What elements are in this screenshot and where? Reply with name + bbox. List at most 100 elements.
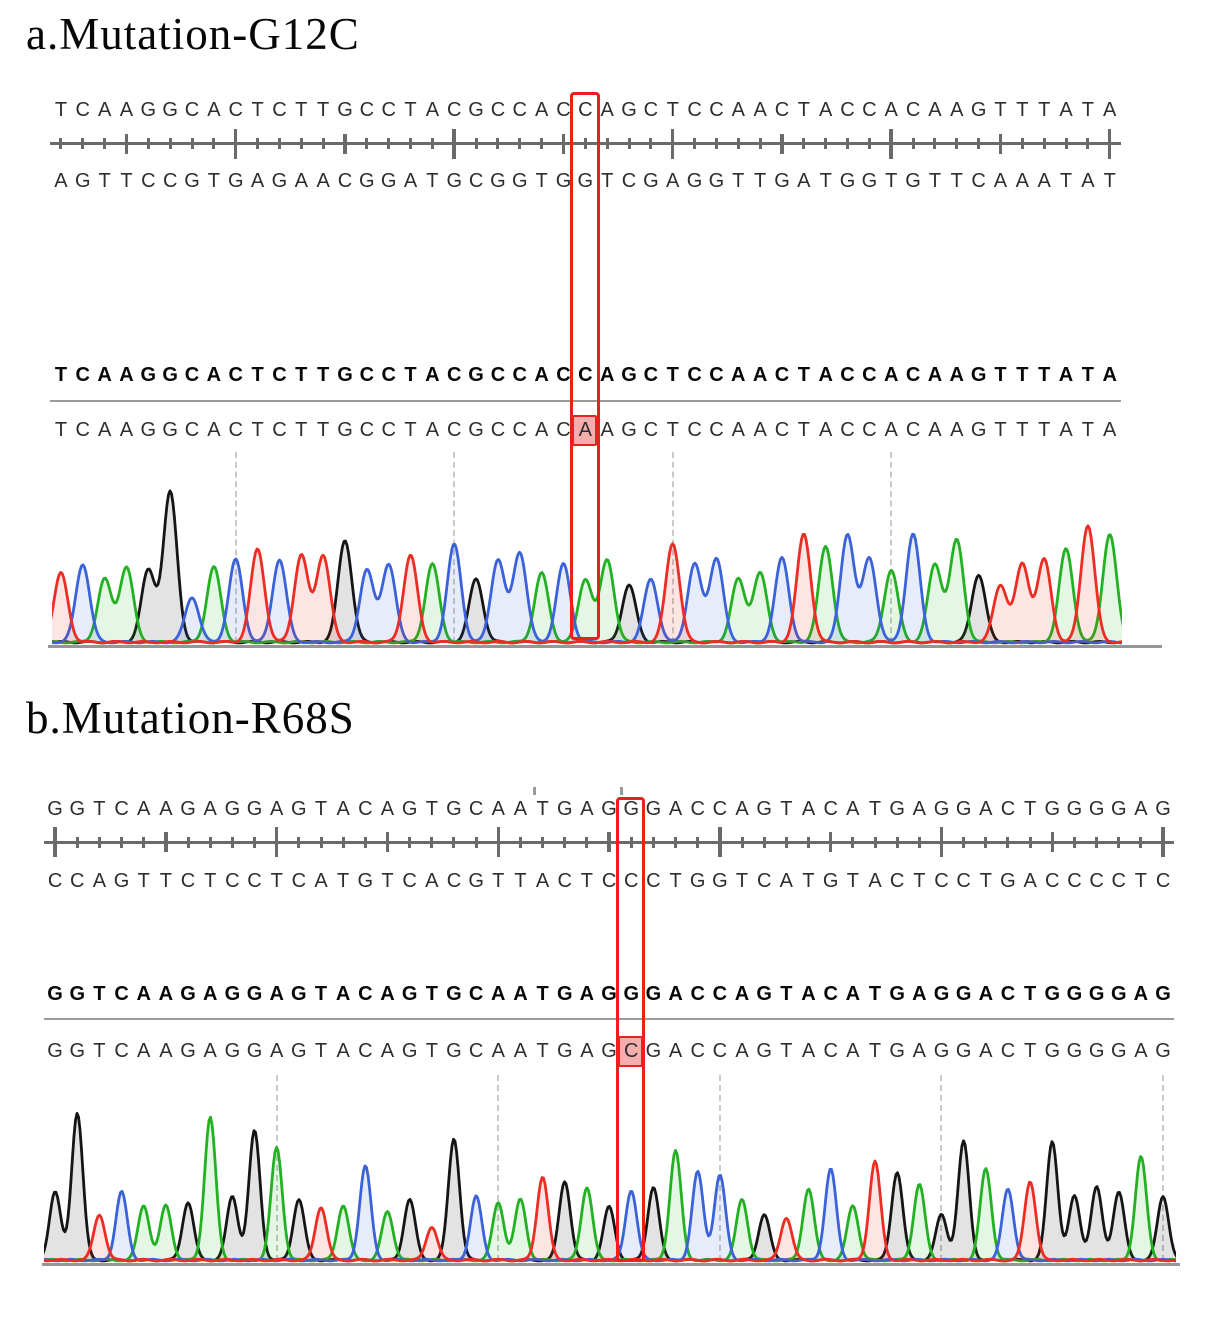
base-char: T — [426, 170, 439, 192]
base-char: T — [1024, 1040, 1037, 1062]
ruler-tick — [939, 827, 944, 857]
base-char: A — [1103, 419, 1117, 441]
base-char: G — [271, 170, 288, 192]
base-char: A — [206, 364, 222, 386]
ruler-tick — [409, 138, 413, 149]
base-char: T — [93, 1040, 106, 1062]
base-char: A — [425, 870, 439, 892]
base-char: G — [645, 1040, 662, 1062]
base-char: A — [1103, 99, 1117, 121]
base-char: T — [295, 99, 308, 121]
base-char: T — [536, 798, 549, 820]
base-char: A — [1133, 983, 1149, 1005]
base-char: A — [819, 99, 833, 121]
base-char: A — [731, 99, 745, 121]
base-char: A — [845, 983, 861, 1005]
base-char: C — [184, 419, 200, 441]
base-char: A — [425, 419, 440, 441]
trace-fill-A — [44, 1117, 1176, 1261]
base-char: A — [731, 364, 746, 386]
base-char: G — [468, 364, 484, 386]
base-char: A — [294, 170, 308, 192]
base-char: A — [119, 419, 134, 441]
base-char: G — [69, 1040, 86, 1062]
base-char: A — [119, 99, 134, 121]
panel-b-title: b.Mutation-R68S — [26, 693, 355, 743]
ruler-tick — [802, 138, 806, 149]
base-char: G — [774, 170, 790, 192]
base-char: A — [270, 798, 284, 820]
base-char: T — [797, 419, 810, 441]
base-char: G — [933, 983, 950, 1005]
ruler-tick — [740, 836, 744, 848]
base-char: A — [884, 99, 898, 121]
base-char: T — [98, 170, 111, 192]
base-char: T — [207, 170, 220, 192]
mutated-base-char: A — [578, 419, 592, 441]
base-char: T — [404, 364, 417, 386]
base-char: T — [868, 798, 882, 820]
base-char: C — [578, 99, 593, 121]
base-char: A — [579, 983, 595, 1005]
base-char: T — [1016, 364, 1029, 386]
base-char: C — [291, 870, 307, 892]
base-char: C — [468, 170, 484, 192]
ruler-tick — [142, 836, 146, 848]
ruler-tick — [998, 133, 1003, 154]
base-char: G — [337, 419, 353, 441]
ruler-tick — [714, 138, 718, 149]
dashed-gridline — [453, 452, 456, 643]
ruler-tick — [452, 128, 456, 159]
base-char: A — [668, 1040, 683, 1062]
base-char: G — [113, 870, 130, 892]
base-char: A — [491, 983, 506, 1005]
base-char: G — [246, 798, 263, 820]
alignment-divider-line — [44, 1018, 1175, 1020]
base-char: G — [1044, 983, 1061, 1005]
base-char: G — [933, 798, 950, 820]
ruler-tick — [75, 836, 79, 848]
base-char: G — [246, 1040, 263, 1062]
base-char: C — [1000, 983, 1016, 1005]
base-char: A — [1134, 1040, 1148, 1062]
base-char: C — [114, 1040, 129, 1062]
base-char: C — [512, 364, 527, 386]
ruler-tick — [828, 832, 833, 852]
base-char: A — [250, 170, 265, 192]
ruler-tick — [518, 836, 522, 848]
base-char: C — [272, 364, 287, 386]
base-char: C — [712, 983, 728, 1005]
base-char: T — [797, 99, 810, 121]
base-char: A — [949, 364, 964, 386]
base-char: C — [359, 419, 375, 441]
ruler-tick — [1107, 128, 1112, 159]
base-char: T — [1024, 798, 1037, 820]
base-char: C — [690, 983, 705, 1005]
ruler-tick — [583, 138, 587, 149]
base-char: G — [511, 170, 528, 192]
base-char: T — [1024, 983, 1037, 1005]
base-char: C — [934, 870, 949, 892]
base-char: T — [994, 419, 1007, 441]
base-char: C — [337, 170, 353, 192]
base-char: A — [580, 1040, 594, 1062]
base-char: G — [162, 364, 178, 386]
base-char: G — [889, 1040, 905, 1062]
base-char: C — [180, 870, 196, 892]
base-char: A — [335, 983, 351, 1005]
base-char: T — [780, 1040, 793, 1062]
base-char: G — [1110, 983, 1127, 1005]
base-char: C — [359, 99, 375, 121]
base-char: A — [979, 798, 993, 820]
base-char: T — [137, 870, 150, 892]
ruler-tick — [1095, 836, 1099, 848]
base-char: G — [1088, 798, 1105, 820]
base-char: A — [600, 419, 614, 441]
base-char: C — [889, 870, 905, 892]
base-char: T — [1016, 419, 1029, 441]
base-char: T — [93, 798, 106, 820]
base-char: C — [359, 364, 375, 386]
